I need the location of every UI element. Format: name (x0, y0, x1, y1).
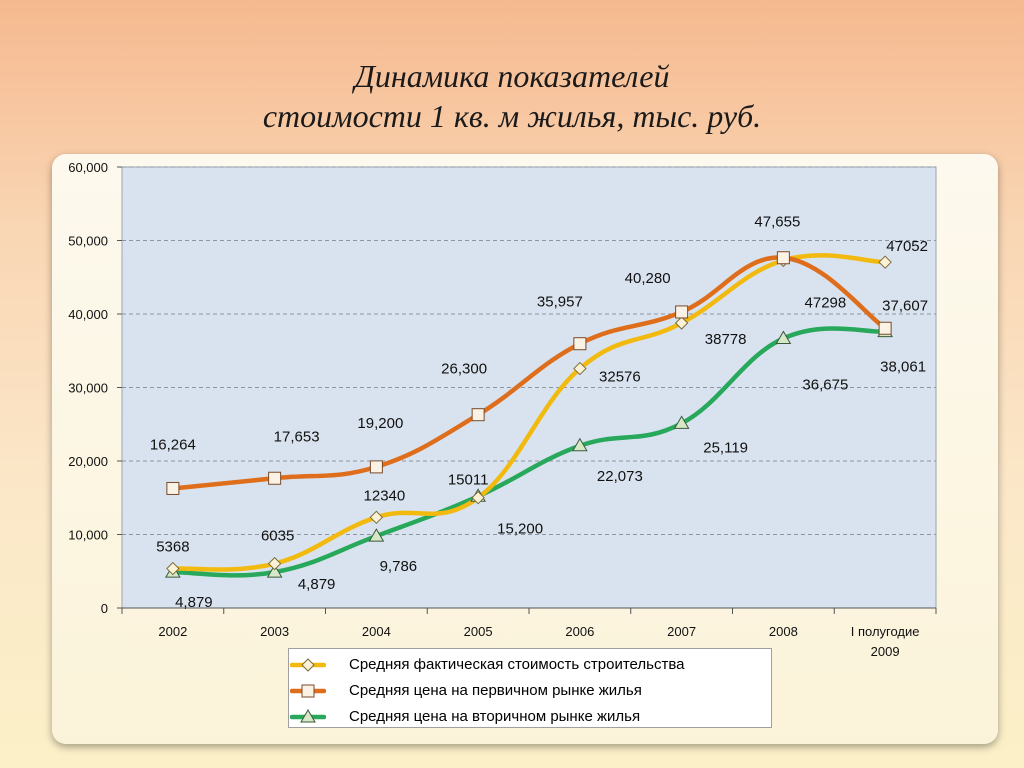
x-tick-label: 2005 (464, 624, 493, 639)
point-primary (776, 251, 790, 265)
data-label-primary: 47,655 (754, 214, 800, 231)
point-primary (268, 471, 282, 485)
x-tick-label: 2007 (667, 624, 696, 639)
y-tick-label: 40,000 (68, 307, 108, 322)
data-label-primary: 16,264 (150, 436, 196, 453)
point-construction (267, 556, 282, 571)
data-label-secondary: 36,675 (802, 376, 848, 393)
chart-title-line2: стоимости 1 кв. м жилья, тыс. руб. (262, 98, 762, 134)
legend-marker-construction (290, 658, 326, 672)
series-line-secondary (170, 326, 888, 578)
x-tick-label: 2002 (158, 624, 187, 639)
data-label-secondary: 4,879 (298, 576, 336, 593)
legend-marker-primary (290, 684, 326, 698)
x-tick-label: I полугодие (851, 624, 920, 639)
point-primary (369, 460, 383, 474)
data-label-primary: 26,300 (441, 361, 487, 378)
data-label-secondary: 15,200 (497, 520, 543, 537)
point-primary (471, 408, 485, 422)
legend-symbol-primary (301, 684, 315, 698)
point-construction (166, 561, 180, 576)
y-tick-label: 30,000 (68, 381, 108, 396)
data-label-secondary: 37,607 (882, 298, 928, 315)
data-label-construction: 47052 (886, 238, 928, 255)
data-label-construction: 12340 (364, 487, 406, 504)
series-line-primary (170, 255, 888, 491)
legend-item-construction: Средняя фактическая стоимость строительс… (290, 652, 771, 678)
data-label-construction: 6035 (261, 528, 294, 545)
legend-symbol-secondary (300, 709, 316, 723)
point-secondary (266, 564, 283, 578)
x-tick-label: 2008 (769, 624, 798, 639)
point-construction (573, 361, 587, 376)
chart-title: Динамика показателей стоимости 1 кв. м ж… (0, 56, 1024, 136)
point-construction (369, 510, 384, 525)
point-secondary (572, 437, 588, 452)
point-construction (471, 490, 485, 505)
data-label-primary: 17,653 (274, 428, 320, 445)
legend-label-secondary: Средняя цена на вторичном рынке жилья (349, 708, 641, 725)
legend-label-construction: Средняя фактическая стоимость строительс… (349, 656, 685, 673)
legend-item-primary: Средняя цена на первичном рынке жилья (290, 678, 771, 704)
x-tick-label: 2006 (565, 624, 594, 639)
data-label-secondary: 4,879 (175, 594, 213, 611)
x-tick-label: 2009 (871, 644, 900, 659)
legend-label-primary: Средняя цена на первичном рынке жилья (349, 682, 642, 699)
point-primary (573, 337, 587, 351)
data-label-primary: 40,280 (625, 270, 671, 287)
point-secondary (673, 415, 690, 429)
legend-marker-secondary (290, 709, 326, 723)
x-tick-label: 2003 (260, 624, 289, 639)
point-construction (878, 255, 892, 269)
data-label-construction: 15011 (448, 472, 489, 489)
data-label-construction: 38778 (705, 331, 747, 348)
chart-title-line1: Динамика показателей (354, 58, 670, 94)
data-label-secondary: 25,119 (703, 439, 748, 456)
series-line-construction (170, 253, 888, 572)
legend-symbol-construction (301, 658, 315, 672)
point-primary (675, 305, 689, 319)
data-label-construction: 47298 (805, 294, 847, 311)
legend-item-secondary: Средняя цена на вторичном рынке жилья (290, 704, 771, 730)
point-primary (878, 321, 892, 335)
y-tick-label: 20,000 (68, 454, 108, 469)
data-label-primary: 19,200 (357, 415, 403, 432)
data-label-primary: 38,061 (880, 358, 926, 375)
y-tick-label: 0 (101, 601, 108, 616)
data-label-construction: 32576 (599, 369, 641, 386)
y-tick-label: 60,000 (68, 160, 108, 175)
y-tick-label: 50,000 (68, 234, 108, 249)
point-construction (674, 316, 689, 330)
x-tick-label: 2004 (362, 624, 391, 639)
data-label-primary: 35,957 (537, 294, 583, 311)
y-tick-label: 10,000 (68, 528, 108, 543)
point-secondary (368, 528, 385, 542)
data-label-construction: 5368 (156, 539, 189, 556)
point-primary (166, 481, 180, 495)
legend: Средняя фактическая стоимость строительс… (288, 648, 772, 728)
data-label-secondary: 9,786 (380, 558, 418, 575)
point-secondary (775, 330, 792, 344)
data-label-secondary: 22,073 (597, 468, 643, 485)
